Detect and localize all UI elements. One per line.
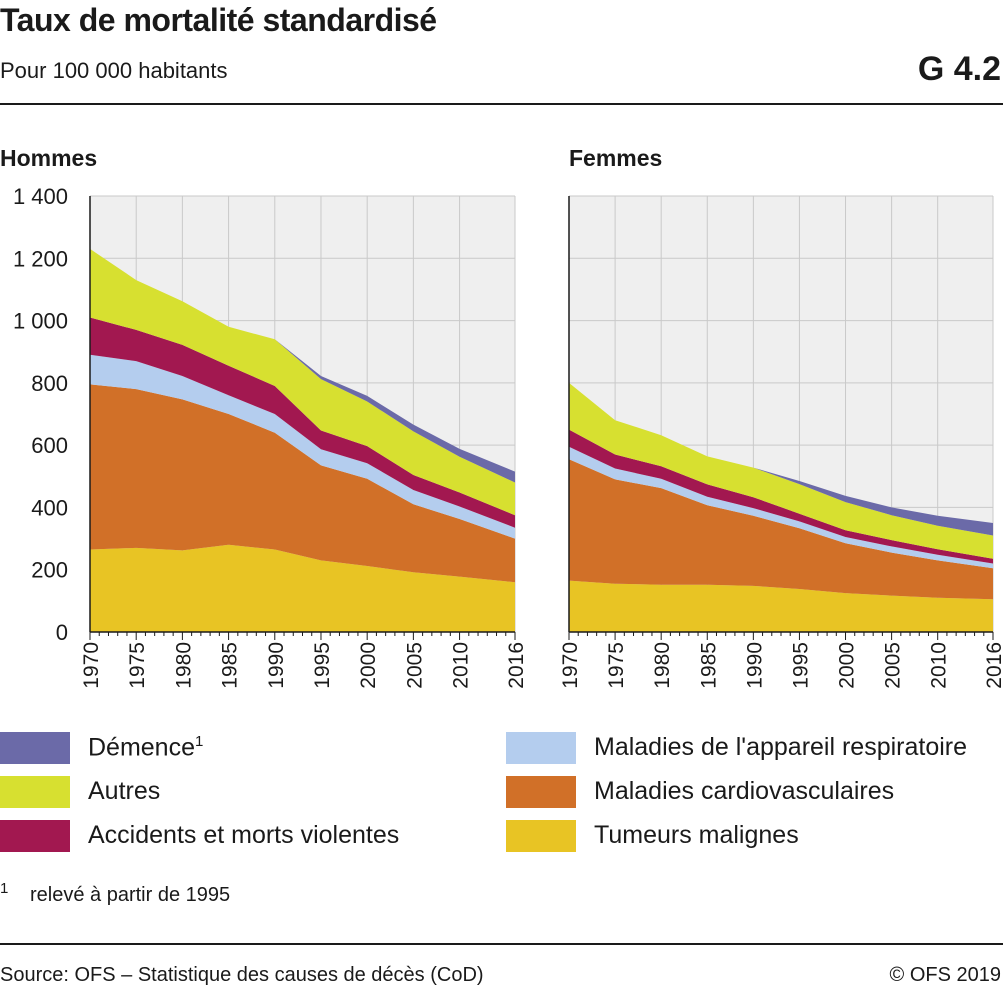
chart-title: Femmes [569, 145, 662, 171]
x-tick-label: 2005 [882, 642, 905, 689]
legend-swatch-respiratory [506, 732, 576, 764]
x-tick-label: 1995 [789, 642, 812, 689]
footnote-text: relevé à partir de 1995 [30, 884, 231, 906]
x-tick-label: 1970 [80, 642, 103, 689]
figure-code: G 4.2 [917, 50, 1001, 88]
x-tick-label: 2016 [983, 642, 1003, 689]
legend-label-respiratory: Maladies de l'appareil respiratoire [594, 733, 968, 761]
y-tick-label: 0 [56, 620, 68, 645]
area-series-cardio [569, 459, 993, 600]
bottom-divider [0, 943, 1003, 945]
legend-swatch-cardio [506, 776, 576, 808]
y-tick-label: 1 200 [13, 246, 68, 271]
area-series-tumors [569, 580, 993, 632]
y-tick-label: 800 [31, 371, 68, 396]
chart-femmes: Femmes 1970 1975 1980 1985 1990 1995 2000 2005 20… [559, 145, 1003, 689]
charts-area: Hommes 0 200 400 600 800 1 000 1 200 1 400 1970 19… [0, 145, 1003, 689]
legend-label-other: Autres [88, 777, 161, 805]
x-tick-label: 1975 [126, 642, 149, 689]
x-tick-label: 2010 [928, 642, 951, 689]
x-tick-label: 2005 [403, 642, 426, 689]
x-tick-label: 1980 [651, 642, 674, 689]
x-tick-label: 2010 [450, 642, 473, 689]
legend-label-tumors: Tumeurs malignes [594, 821, 799, 849]
x-tick-label: 1990 [265, 642, 288, 689]
area-series-other [90, 248, 515, 516]
area-series-respiratory [90, 354, 515, 539]
page-subtitle: Pour 100 000 habitants [0, 58, 228, 83]
x-tick-label: 1970 [559, 642, 582, 689]
area-series-accidents [90, 317, 515, 528]
x-tick-label: 1980 [172, 642, 195, 689]
legend-swatch-tumors [506, 820, 576, 852]
x-tick-label: 2016 [505, 642, 528, 689]
y-tick-label: 200 [31, 558, 68, 583]
legend-swatch-accidents [0, 820, 70, 852]
legend-label-accidents: Accidents et morts violentes [88, 821, 400, 849]
x-tick-label: 2000 [836, 642, 859, 689]
area-series-dementia [569, 382, 993, 536]
area-series-other [569, 382, 993, 559]
footnote-mark: 1 [0, 880, 9, 897]
x-tick-label: 1975 [605, 642, 628, 689]
page-title: Taux de mortalité standardisé [0, 2, 437, 38]
y-tick-label: 1 400 [13, 184, 68, 209]
y-tick-label: 400 [31, 495, 68, 520]
x-tick-label: 1985 [697, 642, 720, 689]
source-note: Source: OFS – Statistique des causes de … [0, 964, 484, 986]
x-tick-label: 1985 [219, 642, 242, 689]
copyright: © OFS 2019 [889, 964, 1001, 986]
x-tick-label: 1990 [743, 642, 766, 689]
legend-swatch-other [0, 776, 70, 808]
area-series-cardio [90, 384, 515, 583]
x-tick-label: 2000 [357, 642, 380, 689]
area-series-dementia [90, 248, 515, 483]
legend-label-dementia: Démence1 [88, 733, 204, 762]
y-tick-label: 600 [31, 433, 68, 458]
x-tick-label: 1995 [311, 642, 334, 689]
legend-swatch-dementia [0, 732, 70, 764]
y-tick-label: 1 000 [13, 309, 68, 334]
chart-title: Hommes [0, 145, 97, 171]
legend-label-cardio: Maladies cardiovasculaires [594, 777, 895, 805]
area-series-tumors [90, 544, 515, 632]
chart-hommes: Hommes 0 200 400 600 800 1 000 1 200 1 400 1970 19… [0, 145, 528, 689]
top-divider [0, 103, 1003, 105]
